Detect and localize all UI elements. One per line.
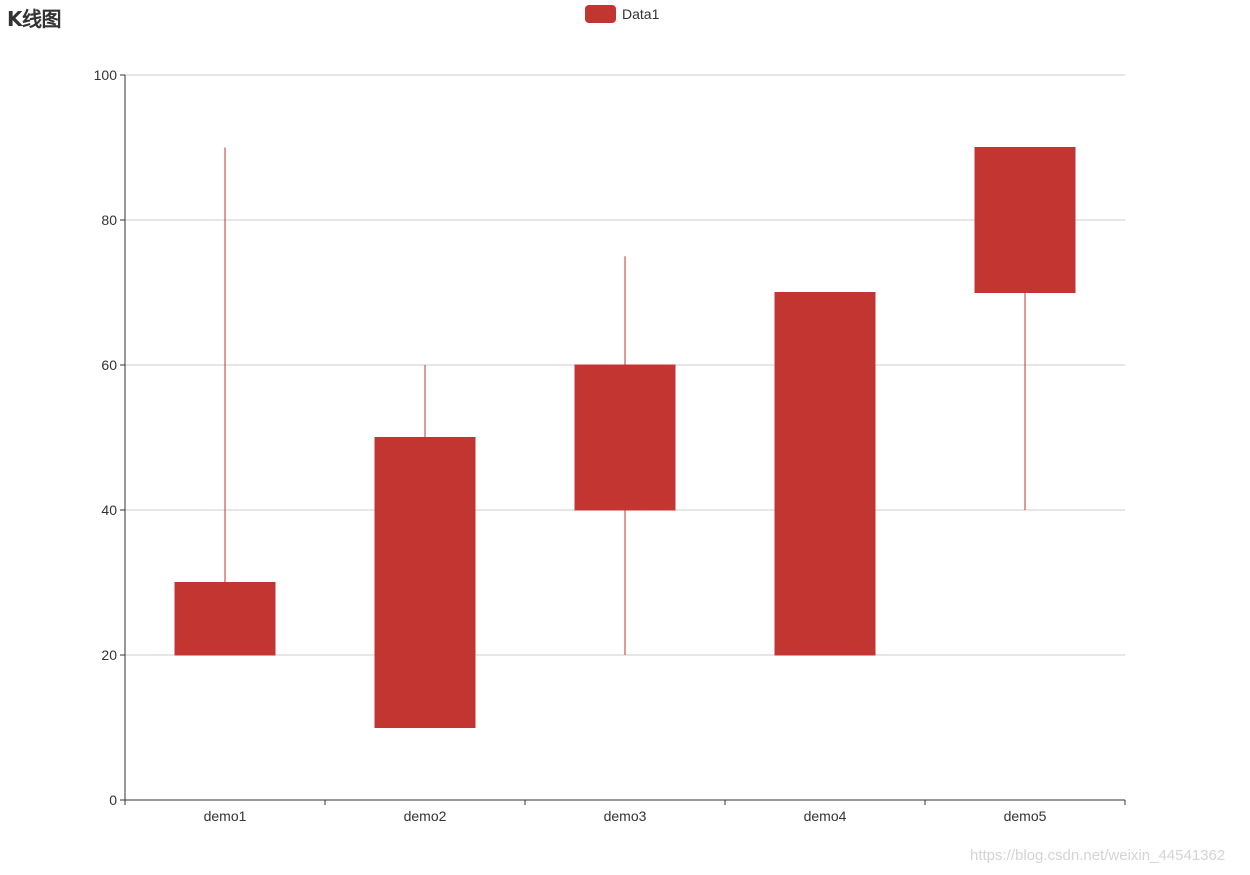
x-tick-label: demo5: [1004, 808, 1047, 824]
candle-body: [974, 147, 1076, 293]
y-tick-label: 80: [101, 212, 117, 228]
candle-body: [774, 292, 876, 656]
legend-label: Data1: [622, 6, 660, 22]
y-tick-label: 40: [101, 502, 117, 518]
candle-body: [574, 364, 676, 511]
legend-item-data1[interactable]: Data1: [585, 4, 659, 24]
y-tick-label: 20: [101, 647, 117, 663]
legend-swatch: [585, 5, 616, 23]
y-tick-label: 100: [94, 67, 118, 83]
x-tick-label: demo3: [604, 808, 647, 824]
watermark: https://blog.csdn.net/weixin_44541362: [970, 847, 1226, 864]
x-tick-label: demo4: [804, 808, 847, 824]
x-tick-label: demo2: [404, 808, 447, 824]
x-tick-label: demo1: [204, 808, 247, 824]
y-tick-label: 0: [109, 792, 117, 808]
candle-body: [174, 582, 276, 656]
y-tick-label: 60: [101, 357, 117, 373]
candle-body: [374, 437, 476, 728]
chart-title: K线图: [7, 7, 62, 31]
